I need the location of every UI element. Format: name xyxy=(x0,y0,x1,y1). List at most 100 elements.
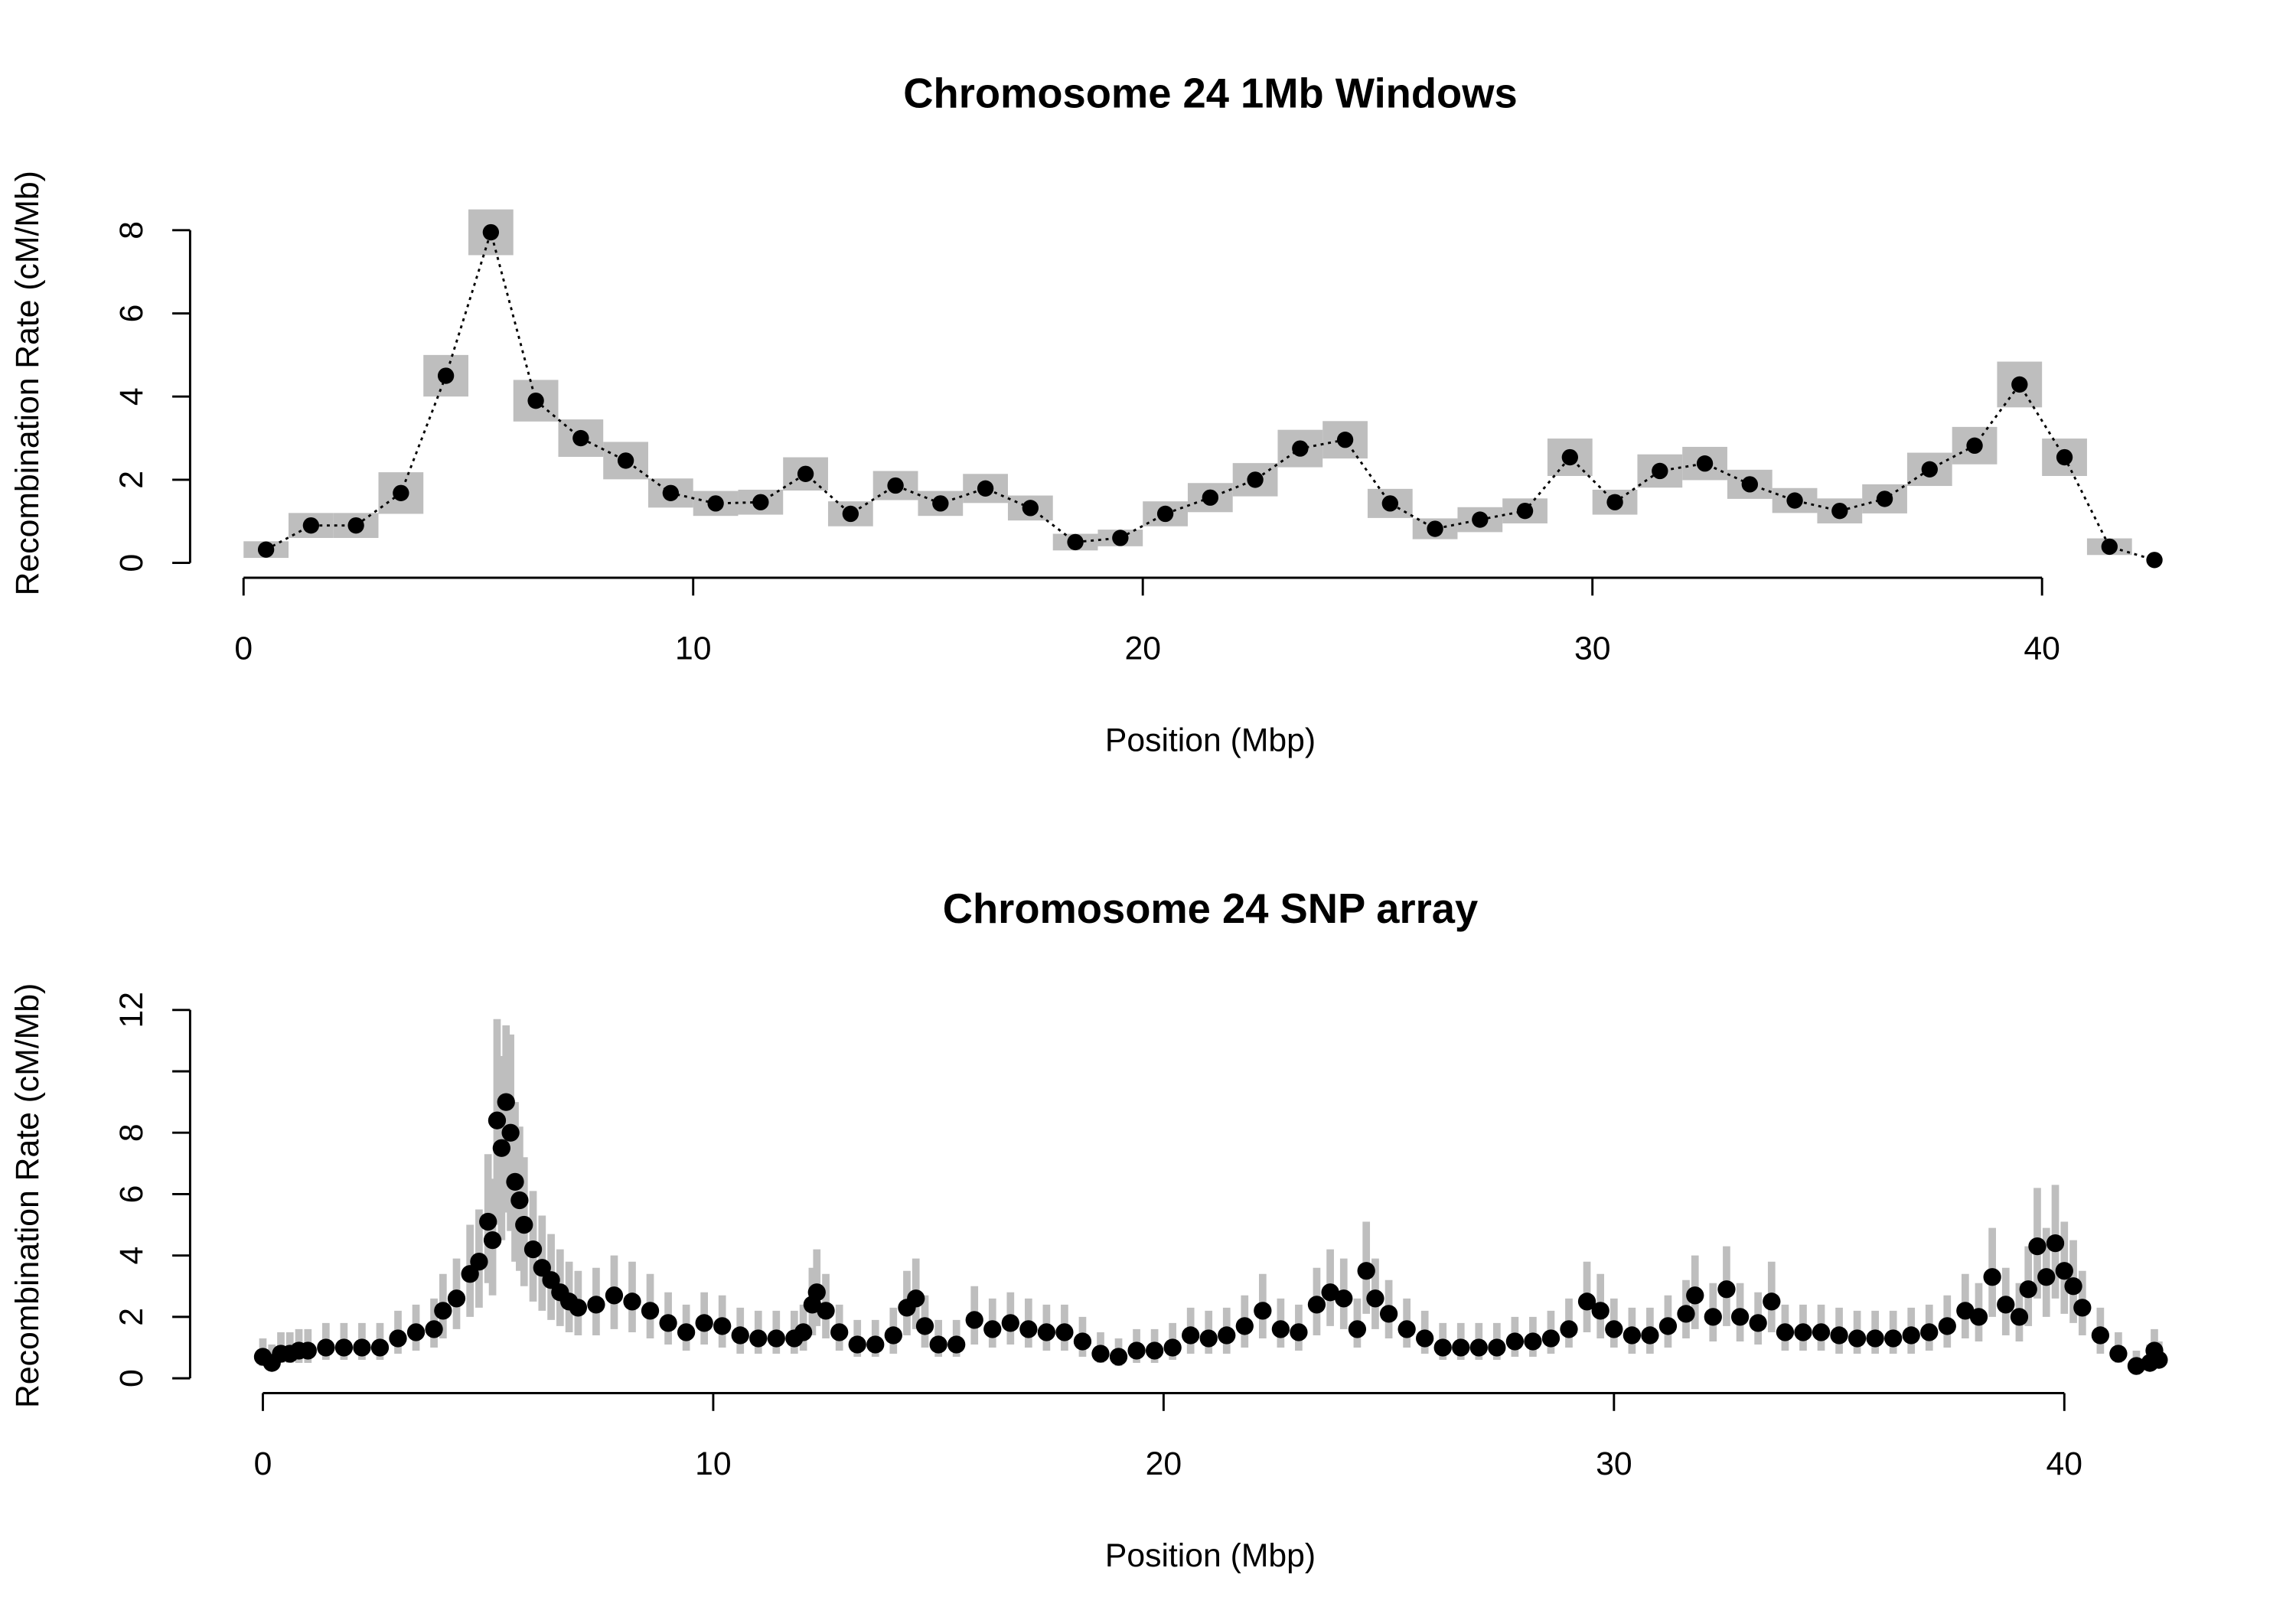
point xyxy=(1786,492,1803,509)
point xyxy=(2028,1237,2047,1256)
point xyxy=(1235,1317,1254,1335)
y-tick-label: 4 xyxy=(113,387,150,406)
point xyxy=(515,1215,533,1234)
point xyxy=(707,495,724,512)
point xyxy=(447,1289,466,1308)
point xyxy=(1290,1323,1308,1341)
point xyxy=(298,1341,317,1360)
point xyxy=(1848,1329,1867,1348)
point xyxy=(389,1329,407,1348)
point xyxy=(1956,1302,1975,1320)
point xyxy=(1163,1338,1182,1357)
y-tick-label: 0 xyxy=(113,554,150,572)
point xyxy=(1696,455,1714,472)
point xyxy=(1307,1296,1326,1314)
point xyxy=(1381,495,1398,512)
point xyxy=(866,1335,885,1354)
point xyxy=(1022,500,1039,517)
point xyxy=(1379,1305,1398,1323)
point xyxy=(1541,1329,1561,1348)
point xyxy=(947,1335,966,1354)
y-tick-label: 2 xyxy=(113,471,150,489)
point xyxy=(1776,1323,1795,1341)
point xyxy=(752,494,769,510)
point xyxy=(1112,530,1129,546)
point xyxy=(1357,1262,1375,1280)
point xyxy=(1704,1308,1722,1326)
point xyxy=(572,429,589,447)
chart-title: Chromosome 24 1Mb Windows xyxy=(903,70,1517,117)
point xyxy=(1969,1308,1988,1326)
point xyxy=(830,1323,849,1341)
point xyxy=(1505,1332,1525,1351)
y-axis-label: Recombination Rate (cM/Mb) xyxy=(9,171,46,595)
point xyxy=(2073,1299,2092,1317)
point xyxy=(1560,1320,1578,1338)
x-tick-label: 40 xyxy=(2047,1446,2082,1482)
point xyxy=(1623,1326,1642,1345)
point xyxy=(1321,1283,1339,1302)
point xyxy=(677,1323,696,1341)
point xyxy=(393,484,409,501)
point xyxy=(542,1271,560,1289)
point xyxy=(2056,448,2073,466)
x-tick-label: 20 xyxy=(1146,1446,1182,1482)
point xyxy=(425,1320,443,1338)
point xyxy=(483,1231,502,1250)
point xyxy=(1218,1326,1236,1345)
point xyxy=(2064,1277,2082,1296)
point xyxy=(2127,1357,2146,1375)
point xyxy=(1202,489,1219,506)
point xyxy=(2146,552,2163,569)
point xyxy=(713,1317,732,1335)
y-tick-label: 6 xyxy=(113,1185,150,1204)
point xyxy=(1920,1323,1939,1341)
point xyxy=(1416,1329,1434,1348)
point xyxy=(1037,1323,1056,1341)
point xyxy=(1561,448,1578,466)
point xyxy=(2010,1308,2029,1326)
point xyxy=(1524,1332,1542,1351)
point xyxy=(1658,1317,1678,1335)
point xyxy=(749,1329,768,1348)
point xyxy=(1830,1326,1848,1345)
point xyxy=(1292,440,1309,457)
point xyxy=(334,1338,354,1357)
point xyxy=(1335,1289,1353,1308)
point xyxy=(1884,1329,1903,1348)
point xyxy=(533,1259,551,1277)
point xyxy=(2019,1280,2037,1299)
point xyxy=(1866,1329,1884,1348)
point xyxy=(347,517,364,534)
point xyxy=(1254,1302,1272,1320)
point xyxy=(932,495,949,512)
y-tick-label: 8 xyxy=(113,221,150,240)
x-tick-label: 0 xyxy=(234,630,253,667)
point xyxy=(641,1302,660,1320)
point xyxy=(807,1283,826,1302)
point xyxy=(1605,1320,1623,1338)
point xyxy=(1067,533,1084,551)
point xyxy=(1397,1320,1416,1338)
point xyxy=(482,223,500,241)
x-tick-label: 40 xyxy=(2024,630,2060,667)
point xyxy=(1591,1302,1609,1320)
x-tick-label: 10 xyxy=(675,630,711,667)
x-axis-label: Position (Mbp) xyxy=(1105,722,1316,759)
point xyxy=(965,1311,983,1329)
point xyxy=(587,1296,605,1314)
point xyxy=(1606,494,1623,510)
point xyxy=(915,1317,934,1335)
y-tick-label: 6 xyxy=(113,305,150,323)
point xyxy=(1577,1292,1596,1311)
point xyxy=(1145,1341,1164,1360)
point xyxy=(461,1265,479,1283)
point xyxy=(317,1338,335,1357)
point xyxy=(569,1299,588,1317)
y-tick-label: 12 xyxy=(113,992,150,1028)
point xyxy=(492,1139,510,1157)
point xyxy=(406,1323,426,1341)
y-tick-label: 0 xyxy=(113,1369,150,1387)
